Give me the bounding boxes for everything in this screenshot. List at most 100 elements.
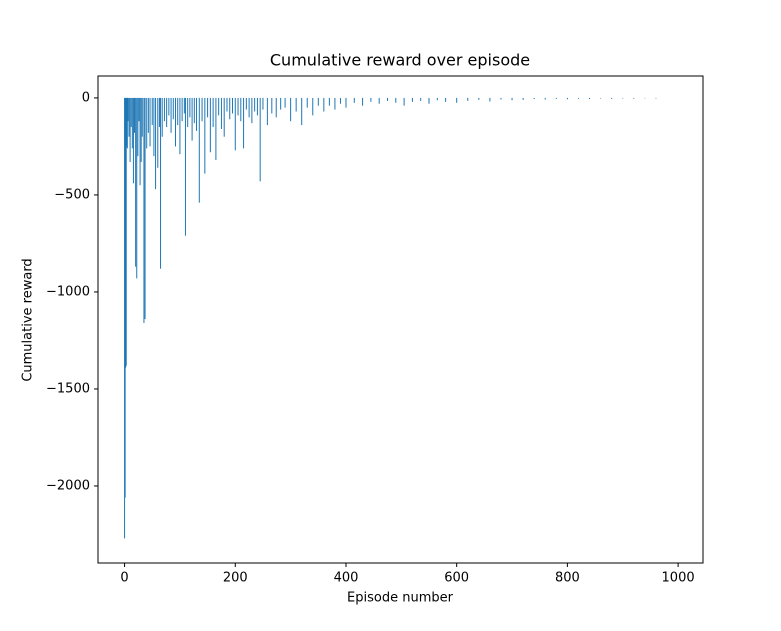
bar [183, 97, 185, 114]
bar [428, 97, 430, 104]
bar [420, 97, 422, 101]
bar [155, 97, 157, 190]
bar [555, 97, 557, 99]
bar [207, 97, 209, 118]
bar [251, 97, 253, 124]
bar [193, 97, 195, 124]
chart-title: Cumulative reward over episode [270, 51, 530, 70]
bar [234, 97, 236, 151]
bar [259, 97, 261, 182]
bar [126, 97, 128, 149]
bar [345, 97, 347, 108]
bar [403, 97, 405, 106]
bar [139, 97, 141, 186]
plot-frame [97, 75, 704, 564]
bar [339, 97, 341, 104]
bar [131, 97, 133, 149]
bar [172, 97, 174, 120]
y-tick-label: −2000 [46, 478, 90, 493]
bar [125, 97, 127, 366]
bar [254, 97, 256, 112]
bar [140, 97, 142, 162]
bar [212, 97, 214, 128]
bar [323, 97, 325, 112]
bar [146, 97, 148, 149]
y-tick-label: −1000 [46, 284, 90, 299]
bar [125, 97, 127, 368]
bar [334, 97, 336, 110]
bar [280, 97, 282, 110]
bar [295, 97, 297, 112]
bar [168, 97, 170, 116]
bar [126, 97, 128, 147]
bar [137, 97, 139, 157]
bar [436, 97, 438, 101]
bar [201, 97, 203, 122]
bar [522, 97, 524, 100]
bar [127, 97, 129, 122]
bar [153, 97, 155, 157]
bar [181, 97, 183, 122]
bar [600, 97, 602, 99]
bar [386, 97, 388, 101]
bar [130, 97, 132, 128]
bar [170, 97, 172, 133]
bar [204, 97, 206, 174]
bar [218, 97, 220, 116]
bar [353, 97, 355, 103]
bar [456, 97, 458, 103]
bar [256, 97, 258, 116]
x-tick-label: 200 [223, 571, 248, 586]
bar [317, 97, 319, 106]
x-tick-label: 800 [555, 571, 580, 586]
bar [151, 97, 153, 126]
bar [166, 97, 168, 128]
bar [245, 97, 247, 110]
bar [633, 97, 635, 99]
bar [467, 97, 469, 101]
bar [290, 97, 292, 122]
bar [157, 97, 159, 168]
x-axis-label: Episode number [347, 591, 454, 606]
bar [209, 97, 211, 153]
bar [196, 97, 198, 131]
y-axis-label: Cumulative reward [21, 258, 36, 381]
bar [275, 97, 277, 118]
bar [271, 97, 273, 114]
bar [232, 97, 234, 114]
bar [544, 97, 546, 100]
bar [328, 97, 330, 106]
bar [262, 97, 264, 110]
bar [622, 97, 624, 99]
bar [240, 97, 242, 122]
bar [124, 97, 126, 498]
bar [132, 97, 134, 184]
bar [149, 97, 151, 147]
bar [284, 97, 286, 108]
x-tick-label: 1000 [662, 571, 695, 586]
x-tick-label: 600 [444, 571, 469, 586]
bar [577, 97, 579, 99]
bar [161, 97, 163, 137]
bar [243, 97, 245, 149]
bar [220, 97, 222, 129]
bar [229, 97, 231, 120]
bar [163, 97, 165, 122]
bar [611, 97, 613, 99]
bar [124, 97, 126, 539]
bar [177, 97, 179, 126]
bar [215, 97, 217, 161]
y-tick-label: 0 [82, 90, 90, 105]
bar [312, 97, 314, 116]
y-tick-label: −1500 [46, 381, 90, 396]
bar [160, 97, 162, 269]
bar [198, 97, 200, 203]
bar [223, 97, 225, 137]
bar [478, 97, 480, 100]
bar [136, 97, 138, 279]
bar [500, 97, 502, 100]
bar [306, 97, 308, 108]
bar [158, 97, 160, 128]
bar [489, 97, 491, 102]
bar [144, 97, 146, 320]
